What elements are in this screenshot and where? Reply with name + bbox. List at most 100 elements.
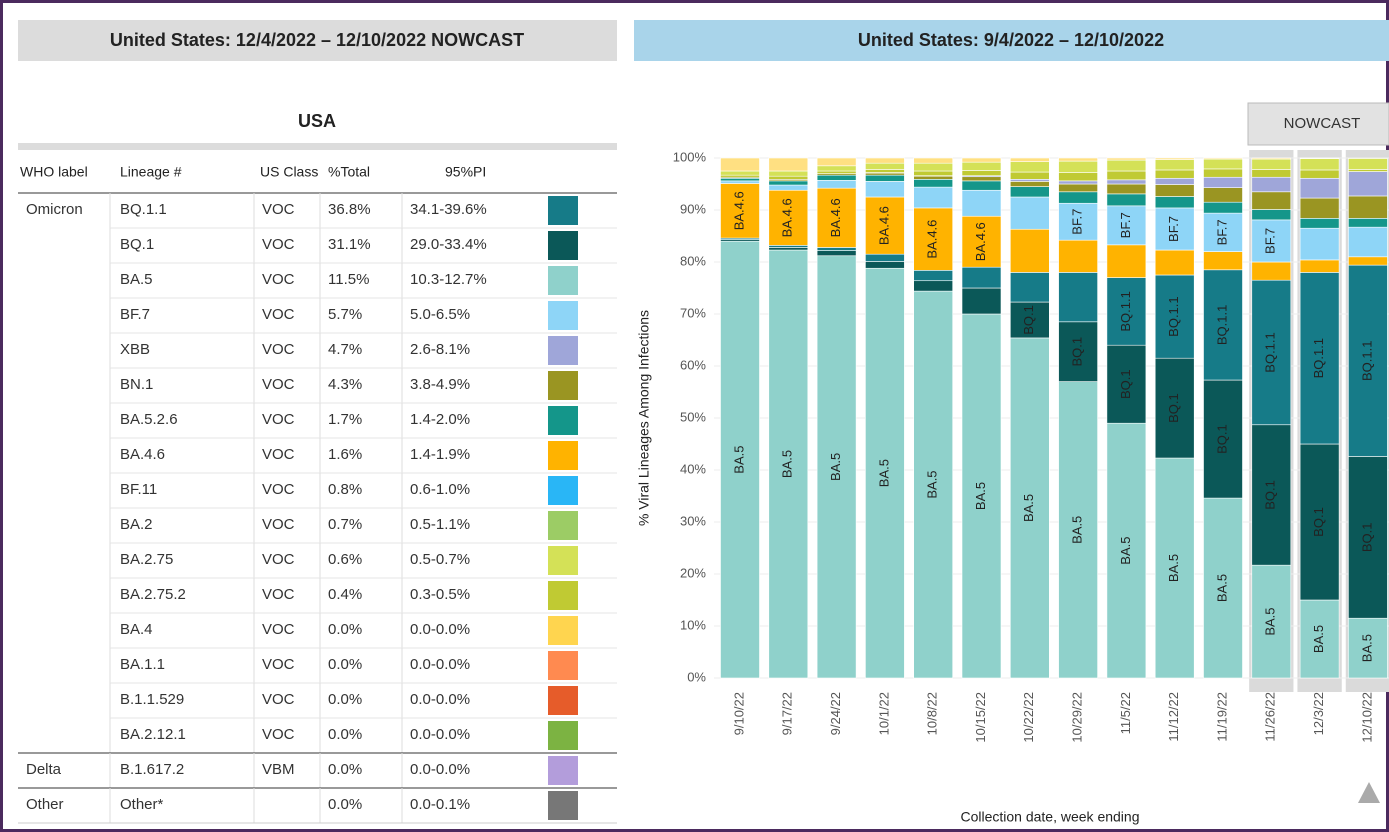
- us-class: VOC: [262, 481, 295, 498]
- swatch: [548, 756, 578, 785]
- chart-header-bar: [634, 20, 1389, 61]
- bar-segment: [1203, 176, 1243, 188]
- bar-segment: [1058, 381, 1098, 679]
- swatch: [548, 301, 578, 330]
- swatch: [548, 196, 578, 225]
- swatch: [548, 441, 578, 470]
- bar-segment: [1299, 177, 1340, 199]
- bar-segment: [1299, 272, 1340, 445]
- percent-total: 36.8%: [328, 201, 371, 218]
- column-header: 95%PI: [445, 164, 486, 180]
- segment-label: BA.4.6: [780, 198, 795, 237]
- y-axis-label: % Viral Lineages Among Infections: [636, 310, 652, 526]
- bar-segment: [913, 162, 954, 172]
- bar-segment: [1348, 256, 1388, 266]
- nowcast-box: [1247, 102, 1389, 146]
- us-class: VOC: [262, 201, 295, 218]
- x-tick-label: 11/5/22: [1118, 692, 1133, 734]
- percent-total: 1.7%: [328, 411, 362, 428]
- bar-segment: [1009, 337, 1050, 679]
- x-tick-label: 12/10/22: [1359, 692, 1374, 743]
- bar-segment: [720, 180, 760, 184]
- percent-total: 0.4%: [328, 586, 362, 603]
- x-tick-label: 10/22/22: [1021, 692, 1036, 743]
- segment-label: BA.5: [973, 482, 988, 510]
- bar-segment: [1106, 170, 1147, 181]
- segment-label: BF.7: [1166, 216, 1181, 242]
- bar-segment: [961, 313, 1002, 679]
- bar-segment: [865, 172, 905, 176]
- bar-segment: [1203, 251, 1243, 271]
- bar-segment: [865, 162, 905, 170]
- segment-label: BA.5: [828, 453, 843, 481]
- percent-total: 11.5%: [328, 271, 369, 288]
- column-header: %Total: [328, 164, 370, 180]
- bar-segment: [768, 157, 809, 172]
- pi: 2.6-8.1%: [410, 341, 470, 358]
- us-class: VOC: [262, 726, 295, 743]
- segment-label: BA.5: [1021, 494, 1036, 522]
- bar-segment: [720, 174, 760, 178]
- pi: 3.8-4.9%: [410, 376, 470, 393]
- table-header-bar: [18, 20, 617, 61]
- bar-segment: [1348, 264, 1388, 457]
- bar-segment: [768, 180, 809, 186]
- bar-segment: [1251, 191, 1292, 210]
- bar-segment: [1251, 279, 1292, 426]
- bar-segment: [961, 176, 1002, 182]
- bar-segment: [1299, 169, 1340, 179]
- bar-segment: [1154, 196, 1195, 209]
- swatch: [548, 791, 578, 820]
- bar-segment: [1299, 157, 1340, 159]
- bar-segment: [1299, 259, 1340, 273]
- segment-label: BA.5: [1263, 607, 1278, 635]
- x-tick-label: 9/24/22: [828, 692, 843, 735]
- bar-segment: [961, 180, 1002, 191]
- segment-label: BQ.1.1: [1263, 332, 1278, 372]
- bar-segment: [816, 165, 857, 172]
- bar-segment: [1106, 183, 1147, 195]
- y-tick-label: 50%: [680, 409, 706, 424]
- bar-segment: [1203, 497, 1243, 679]
- x-tick-label: 9/17/22: [780, 692, 795, 735]
- bar-segment: [913, 270, 954, 282]
- percent-total: 4.3%: [328, 376, 362, 393]
- bar-segment: [768, 189, 809, 246]
- segment-label: BQ.1.1: [1359, 341, 1374, 381]
- scroll-arrow[interactable]: [1358, 782, 1380, 803]
- bar-segment: [1154, 357, 1195, 459]
- percent-total: 5.7%: [328, 306, 362, 323]
- x-tick-label: 12/3/22: [1311, 692, 1326, 735]
- percent-total: 0.0%: [328, 621, 362, 638]
- bar-segment: [1009, 186, 1050, 198]
- bar-segment: [865, 196, 905, 255]
- y-tick-label: 20%: [680, 565, 706, 580]
- bar-segment: [1348, 218, 1388, 228]
- segment-label: BA.4.6: [973, 222, 988, 261]
- percent-total: 1.6%: [328, 446, 362, 463]
- x-axis-label: Collection date, week ending: [960, 809, 1139, 825]
- bar-segment: [1106, 179, 1147, 185]
- us-class: VOC: [262, 691, 295, 708]
- who-label: Omicron: [26, 201, 83, 218]
- segment-label: BQ.1.1: [1166, 296, 1181, 336]
- column-header: Lineage #: [120, 164, 182, 180]
- segment-label: BQ.1: [1118, 369, 1133, 399]
- bar-segment: [1203, 158, 1243, 170]
- x-tick-label: 10/29/22: [1070, 692, 1085, 743]
- bar-segment: [865, 267, 905, 679]
- bar-segment: [816, 180, 857, 189]
- x-tick-label: 11/26/22: [1263, 692, 1278, 742]
- lineage: BA.2.75.2: [120, 586, 186, 603]
- bar-segment: [1154, 457, 1195, 679]
- bar-segment: [1009, 171, 1050, 180]
- bar-segment: [1299, 443, 1340, 601]
- bar-segment: [1058, 191, 1098, 204]
- bar-segment: [720, 240, 760, 679]
- bar-segment: [1203, 157, 1243, 160]
- bar-segment: [1348, 169, 1388, 172]
- bar-segment: [1299, 227, 1340, 261]
- percent-total: 0.7%: [328, 516, 362, 533]
- bar-segment: [768, 245, 809, 248]
- bar-segment: [1058, 183, 1098, 193]
